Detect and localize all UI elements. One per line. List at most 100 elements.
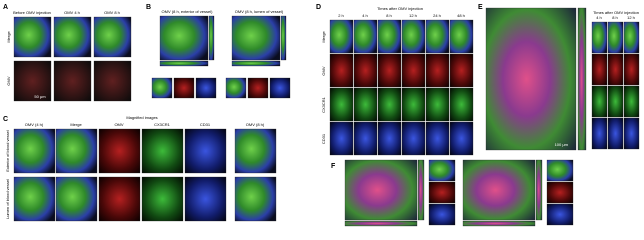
micrograph: [269, 77, 291, 99]
micrograph: [449, 19, 474, 54]
micrograph: [13, 60, 52, 102]
row-label: OMV: [6, 76, 11, 85]
panel-title: Times after OMV injection: [377, 6, 423, 11]
micrograph: [546, 159, 574, 182]
micrograph: [208, 15, 215, 61]
micrograph: [546, 181, 574, 204]
micrograph: [591, 21, 608, 54]
column-header: CD31: [200, 122, 211, 127]
micrograph: [449, 53, 474, 88]
micrograph: [485, 7, 577, 151]
micrograph: [377, 87, 402, 122]
micrograph: [425, 19, 450, 54]
micrograph: [401, 53, 426, 88]
micrograph: [353, 87, 378, 122]
micrograph: [53, 60, 92, 102]
micrograph: [591, 85, 608, 118]
micrograph: [428, 159, 456, 182]
micrograph: [329, 87, 354, 122]
micrograph: [462, 159, 536, 221]
micrograph: [184, 176, 227, 222]
row-label: Merge: [6, 31, 11, 43]
micrograph: [184, 128, 227, 174]
micrograph: [13, 176, 56, 222]
micrograph: [225, 77, 247, 99]
micrograph: [425, 121, 450, 156]
row-label: Lumen of blood vessel: [5, 179, 10, 219]
micrograph: [141, 176, 184, 222]
column-header: 48 h: [457, 13, 465, 18]
micrograph: [141, 128, 184, 174]
micrograph: [344, 159, 418, 221]
micrograph: [377, 121, 402, 156]
micrograph: [425, 53, 450, 88]
micrograph: [623, 117, 640, 150]
column-header: 4 h: [362, 13, 368, 18]
micrograph: [353, 19, 378, 54]
micrograph: [231, 15, 281, 61]
micrograph: [329, 53, 354, 88]
micrograph: [159, 15, 209, 61]
column-header: OMV (8 h): [246, 122, 265, 127]
column-header: 12 h: [409, 13, 417, 18]
micrograph: [377, 53, 402, 88]
micrograph: [607, 21, 624, 54]
micrograph: [607, 53, 624, 86]
micrograph: [231, 60, 281, 67]
scale-bar-label: 50 μm: [34, 94, 46, 99]
micrograph: [159, 60, 209, 67]
row-label: OMV: [321, 66, 326, 75]
column-header: 24 h: [433, 13, 441, 18]
column-header: 2 h: [338, 13, 344, 18]
row-label: CD31: [321, 133, 326, 144]
column-header: 8 h: [612, 15, 618, 20]
column-header: CX3CR1: [154, 122, 171, 127]
micrograph: [55, 128, 98, 174]
micrograph: [449, 87, 474, 122]
column-header: OMV: [114, 122, 123, 127]
micrograph: [401, 19, 426, 54]
column-header: Merge: [70, 122, 82, 127]
micrograph: [591, 117, 608, 150]
micrograph: [53, 16, 92, 58]
column-header: OMV 4 h: [64, 10, 80, 15]
micrograph: [329, 19, 354, 54]
micrograph: [234, 176, 277, 222]
column-header: OMV 8 h: [104, 10, 120, 15]
column-header: 8 h: [386, 13, 392, 18]
micrograph: [93, 16, 132, 58]
column-header: 4 h: [596, 15, 602, 20]
panel-label: A: [3, 4, 8, 11]
micrograph: [55, 176, 98, 222]
micrograph: [377, 19, 402, 54]
column-header: Before OMV injection: [13, 10, 51, 15]
micrograph: [462, 220, 536, 227]
micrograph: [329, 121, 354, 156]
micrograph: [607, 117, 624, 150]
micrograph: [98, 176, 141, 222]
micrograph: [93, 60, 132, 102]
figure: A Before OMV injection OMV 4 h OMV 8 h Merge…: [3, 4, 640, 227]
micrograph: [623, 85, 640, 118]
micrograph: [623, 53, 640, 86]
row-label: Exterior of blood vessel: [5, 130, 10, 172]
scale-bar-label: 100 μm: [555, 142, 569, 147]
micrograph: [151, 77, 173, 99]
group-header: Magnified images: [126, 115, 157, 120]
micrograph: [401, 87, 426, 122]
micrograph: [353, 121, 378, 156]
panel-title: Times after OMV injection: [593, 10, 639, 15]
micrograph: [401, 121, 426, 156]
micrograph: [417, 159, 425, 221]
panel-label: B: [146, 4, 151, 11]
micrograph: [428, 181, 456, 204]
micrograph: [247, 77, 269, 99]
micrograph: [234, 128, 277, 174]
micrograph: [98, 128, 141, 174]
micrograph: [195, 77, 217, 99]
panel-label: E: [478, 4, 483, 11]
micrograph: [607, 85, 624, 118]
micrograph: [577, 7, 587, 151]
micrograph: [546, 203, 574, 226]
column-header: OMV (4 h): [25, 122, 44, 127]
